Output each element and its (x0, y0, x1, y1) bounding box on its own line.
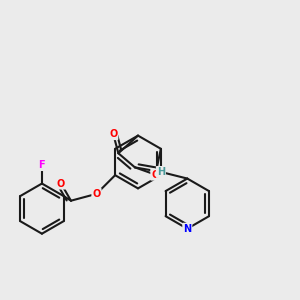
Text: O: O (92, 189, 101, 199)
Text: O: O (57, 178, 65, 189)
Text: O: O (109, 129, 117, 139)
Text: O: O (151, 169, 160, 180)
Text: F: F (39, 160, 45, 170)
Text: N: N (183, 224, 191, 234)
Text: H: H (157, 167, 165, 177)
